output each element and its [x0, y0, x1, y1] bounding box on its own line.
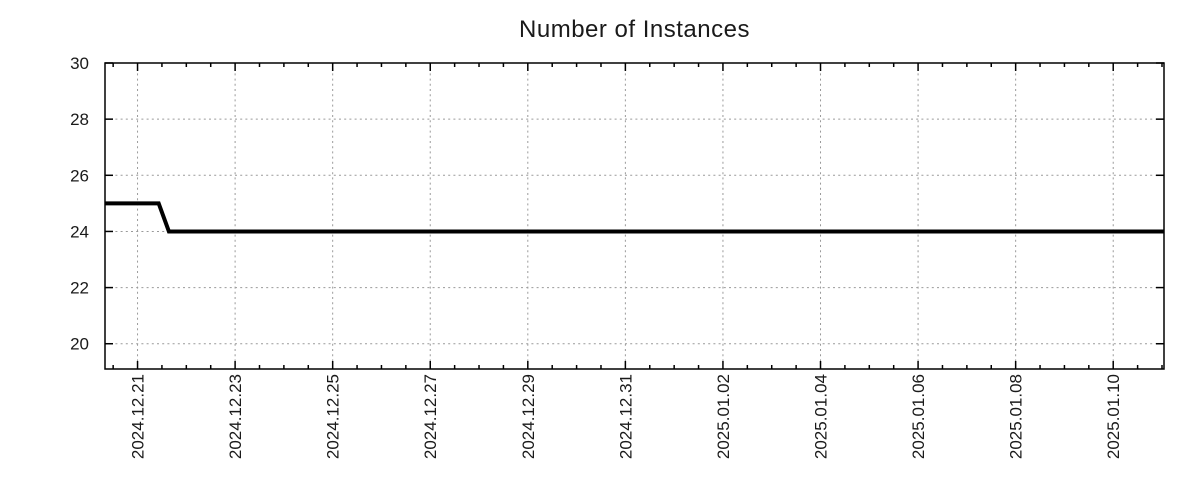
- x-tick-label: 2024.12.21: [129, 374, 148, 459]
- x-tick-label: 2024.12.23: [226, 374, 245, 459]
- y-tick-label: 28: [70, 110, 89, 129]
- x-tick-label: 2024.12.29: [519, 374, 538, 459]
- x-tick-label: 2025.01.04: [812, 374, 831, 459]
- y-tick-label: 30: [70, 54, 89, 73]
- plot-border: [104, 62, 1165, 370]
- data-line-instances: [105, 201, 1164, 234]
- x-tick-label: 2025.01.08: [1007, 374, 1026, 459]
- y-tick-label: 22: [70, 279, 89, 298]
- x-tick-label: 2024.12.31: [616, 374, 635, 459]
- y-tick-label: 26: [70, 166, 89, 185]
- y-tick-label: 20: [70, 335, 89, 354]
- x-tick-label: 2025.01.02: [714, 374, 733, 459]
- chart-title: Number of Instances: [519, 16, 750, 43]
- y-tick-label: 24: [70, 222, 89, 241]
- x-tick-label: 2025.01.10: [1104, 374, 1123, 459]
- x-tick-label: 2024.12.27: [421, 374, 440, 459]
- x-tick-label: 2025.01.06: [909, 374, 928, 459]
- x-tick-label: 2024.12.25: [324, 374, 343, 459]
